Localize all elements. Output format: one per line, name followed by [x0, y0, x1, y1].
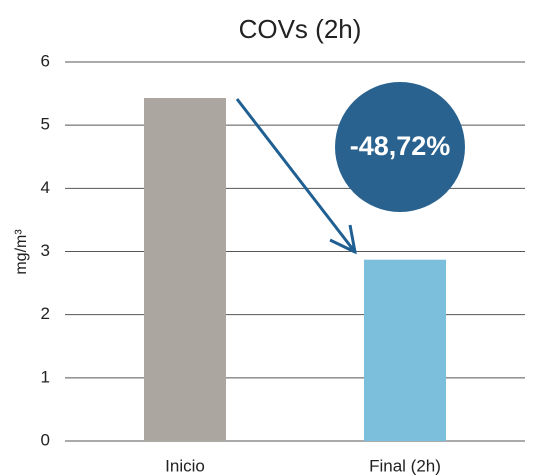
arrow-head: [329, 238, 356, 254]
x-tick-label: Inicio: [165, 456, 205, 475]
y-axis-label: mg/m³: [13, 229, 30, 275]
bar: [364, 259, 446, 441]
y-tick-label: 0: [41, 430, 50, 449]
arrow: [235, 98, 357, 255]
y-tick-label: 5: [41, 115, 50, 134]
chart-title: COVs (2h): [239, 14, 362, 44]
annotation-circle: [335, 82, 465, 212]
bar: [144, 98, 226, 441]
annotation: -48,72%: [350, 131, 451, 161]
y-tick-label: 3: [41, 241, 50, 260]
arrow-head: [348, 224, 357, 253]
plot-area: 0 1 2 3 4 5 6 Inicio Final (2h): [41, 51, 525, 475]
y-tick-label: 4: [41, 178, 50, 197]
y-tick-label: 2: [41, 304, 50, 323]
y-tick-label: 6: [41, 51, 50, 70]
y-tick-label: 1: [41, 367, 50, 386]
x-tick-label: Final (2h): [369, 456, 441, 475]
